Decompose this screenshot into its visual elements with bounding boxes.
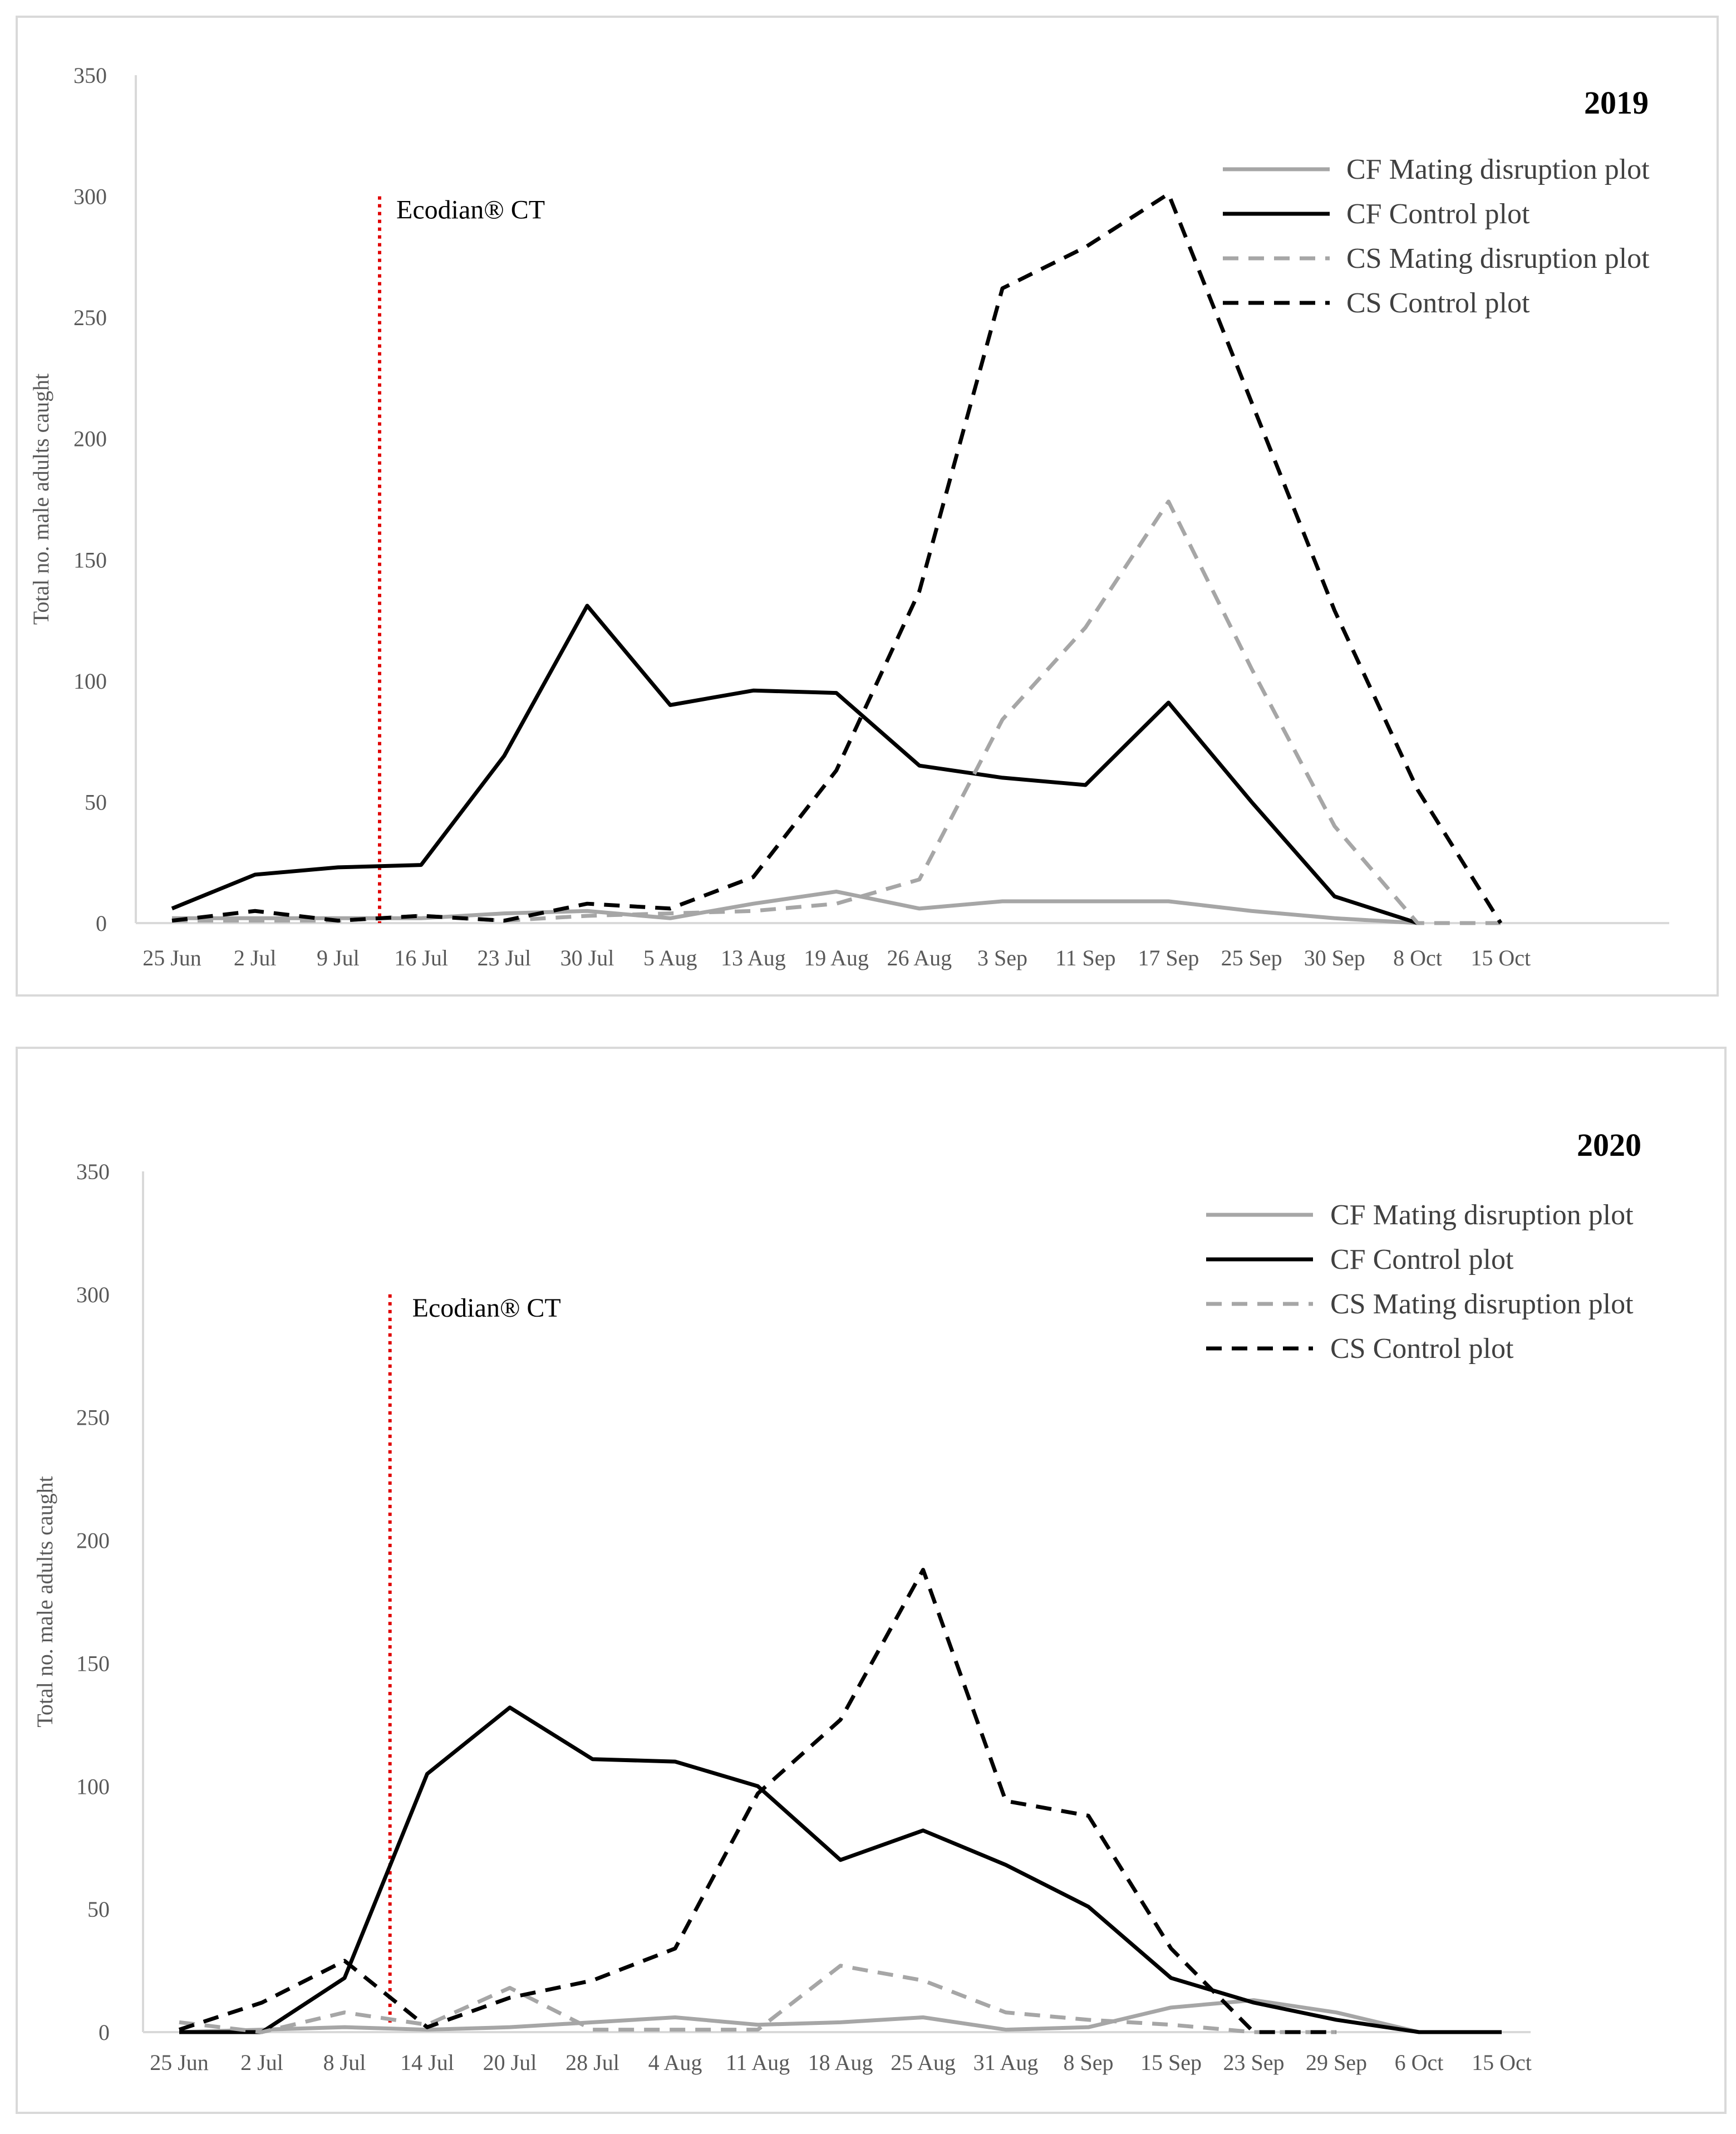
x-tick-label: 11 Sep <box>1055 945 1116 970</box>
x-tick-label: 30 Jul <box>560 945 614 970</box>
x-tick-label: 14 Jul <box>400 2050 454 2075</box>
y-tick-label: 0 <box>99 2020 110 2045</box>
series-line-cf-control-plot <box>171 604 1419 925</box>
x-tick-label: 25 Jun <box>150 2050 209 2075</box>
y-tick-label: 300 <box>73 184 107 209</box>
y-tick-label: 100 <box>76 1774 110 1799</box>
series-line-cf-mating-disruption-plot <box>179 1998 1502 2034</box>
x-tick-label: 3 Sep <box>977 945 1027 970</box>
x-tick-label: 19 Aug <box>804 945 869 970</box>
y-tick-label: 350 <box>76 1159 110 1184</box>
y-tick-label: 350 <box>73 63 107 88</box>
y-tick-label: 50 <box>87 1897 110 1922</box>
y-tick-label: 200 <box>76 1528 110 1553</box>
chart-panel-2019: 0 50 100 150 200 250 300 350 Total no. male adul… <box>16 16 1719 997</box>
y-tick-label: 0 <box>96 911 107 936</box>
series-line-cs-mating-disruption-plot <box>179 1964 1336 2034</box>
x-tick-label: 11 Aug <box>726 2050 790 2075</box>
legend-label: CF Mating disruption plot <box>1346 154 1650 185</box>
y-tick-label: 150 <box>76 1651 110 1676</box>
y-tick-label: 100 <box>73 669 107 694</box>
legend-label: CS Mating disruption plot <box>1346 243 1650 274</box>
legend-label: CF Mating disruption plot <box>1330 1199 1634 1231</box>
y-tick-label: 250 <box>76 1405 110 1430</box>
x-tick-label: 16 Jul <box>394 945 448 970</box>
x-tick-label: 9 Jul <box>317 945 360 970</box>
legend-label: CF Control plot <box>1346 198 1530 230</box>
chart-year-title: 2019 <box>1584 85 1649 121</box>
x-tick-label: 2 Jul <box>234 945 277 970</box>
legend-label: CS Control plot <box>1330 1333 1514 1365</box>
x-tick-label: 28 Jul <box>565 2050 619 2075</box>
x-tick-label: 15 Oct <box>1472 2050 1532 2075</box>
x-tick-label: 8 Sep <box>1064 2050 1114 2075</box>
x-tick-label: 13 Aug <box>721 945 786 970</box>
chart-year-title: 2020 <box>1577 1127 1641 1163</box>
x-tick-label: 6 Oct <box>1395 2050 1444 2075</box>
series-line-cs-control-plot <box>178 1568 1336 2034</box>
x-tick-label: 23 Jul <box>477 945 531 970</box>
x-tick-label: 18 Aug <box>808 2050 873 2075</box>
chart-panel-2020: 0 50 100 150 200 250 300 350 Total no. male adul… <box>16 1047 1727 2114</box>
x-tick-label: 25 Jun <box>142 945 201 970</box>
x-tick-label: 25 Sep <box>1221 945 1282 970</box>
x-tick-label: 29 Sep <box>1306 2050 1367 2075</box>
x-tick-label: 23 Sep <box>1223 2050 1285 2075</box>
y-tick-label: 150 <box>73 547 107 572</box>
y-axis-label: Total no. male adults caught <box>28 374 53 625</box>
x-tick-label: 20 Jul <box>483 2050 537 2075</box>
x-tick-label: 26 Aug <box>887 945 952 970</box>
y-tick-label: 50 <box>85 789 107 815</box>
y-tick-label: 250 <box>73 305 107 330</box>
x-tick-label: 8 Oct <box>1393 945 1442 970</box>
x-tick-label: 2 Jul <box>240 2050 283 2075</box>
ecodian-annotation-label: Ecodian® CT <box>396 195 545 225</box>
x-tick-label: 17 Sep <box>1138 945 1199 970</box>
x-tick-label: 8 Jul <box>323 2050 366 2075</box>
x-tick-label: 31 Aug <box>973 2050 1039 2075</box>
legend-label: CS Mating disruption plot <box>1330 1288 1634 1320</box>
x-tick-label: 25 Aug <box>891 2050 956 2075</box>
legend-label: CF Control plot <box>1330 1244 1514 1276</box>
x-tick-label: 30 Sep <box>1304 945 1365 970</box>
x-tick-label: 5 Aug <box>643 945 697 970</box>
y-tick-label: 300 <box>76 1282 110 1307</box>
series-line-cs-control-plot <box>171 192 1503 924</box>
series-line-cf-control-plot <box>179 1705 1502 2034</box>
chart-2020: 0 50 100 150 200 250 300 350 Total no. male adul… <box>32 1127 1641 2075</box>
x-tick-label: 4 Aug <box>648 2050 702 2075</box>
ecodian-annotation-label: Ecodian® CT <box>412 1293 561 1323</box>
chart-2019: 0 50 100 150 200 250 300 350 Total no. male adul… <box>28 63 1669 970</box>
y-axis-label: Total no. male adults caught <box>32 1476 57 1728</box>
y-tick-label: 200 <box>73 426 107 452</box>
x-tick-label: 15 Sep <box>1140 2050 1202 2075</box>
legend-label: CS Control plot <box>1346 287 1530 319</box>
x-tick-label: 15 Oct <box>1471 945 1531 970</box>
